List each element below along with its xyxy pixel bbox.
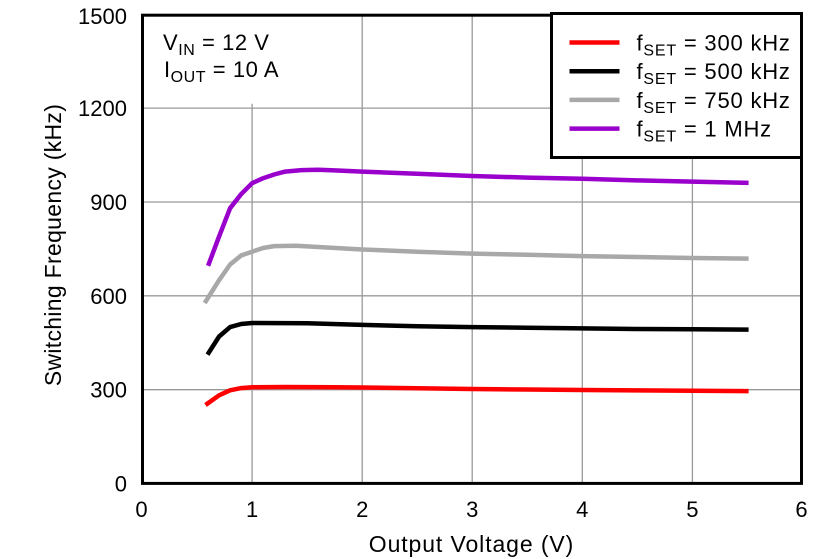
svg-text:3: 3 [466, 497, 478, 522]
svg-text:2: 2 [356, 497, 368, 522]
svg-text:300: 300 [90, 378, 127, 403]
svg-text:1200: 1200 [78, 96, 127, 121]
svg-text:Output Voltage (V): Output Voltage (V) [369, 531, 574, 557]
svg-text:5: 5 [686, 497, 698, 522]
svg-text:0: 0 [135, 497, 147, 522]
svg-text:0: 0 [115, 472, 127, 497]
svg-text:VIN = 12 V: VIN = 12 V [163, 30, 270, 59]
svg-text:1500: 1500 [78, 4, 127, 29]
svg-text:Switching Frequency (kHz): Switching Frequency (kHz) [40, 104, 66, 386]
svg-text:4: 4 [576, 497, 588, 522]
svg-text:1: 1 [246, 497, 258, 522]
svg-text:900: 900 [90, 190, 127, 215]
svg-text:600: 600 [90, 284, 127, 309]
svg-text:6: 6 [795, 497, 807, 522]
